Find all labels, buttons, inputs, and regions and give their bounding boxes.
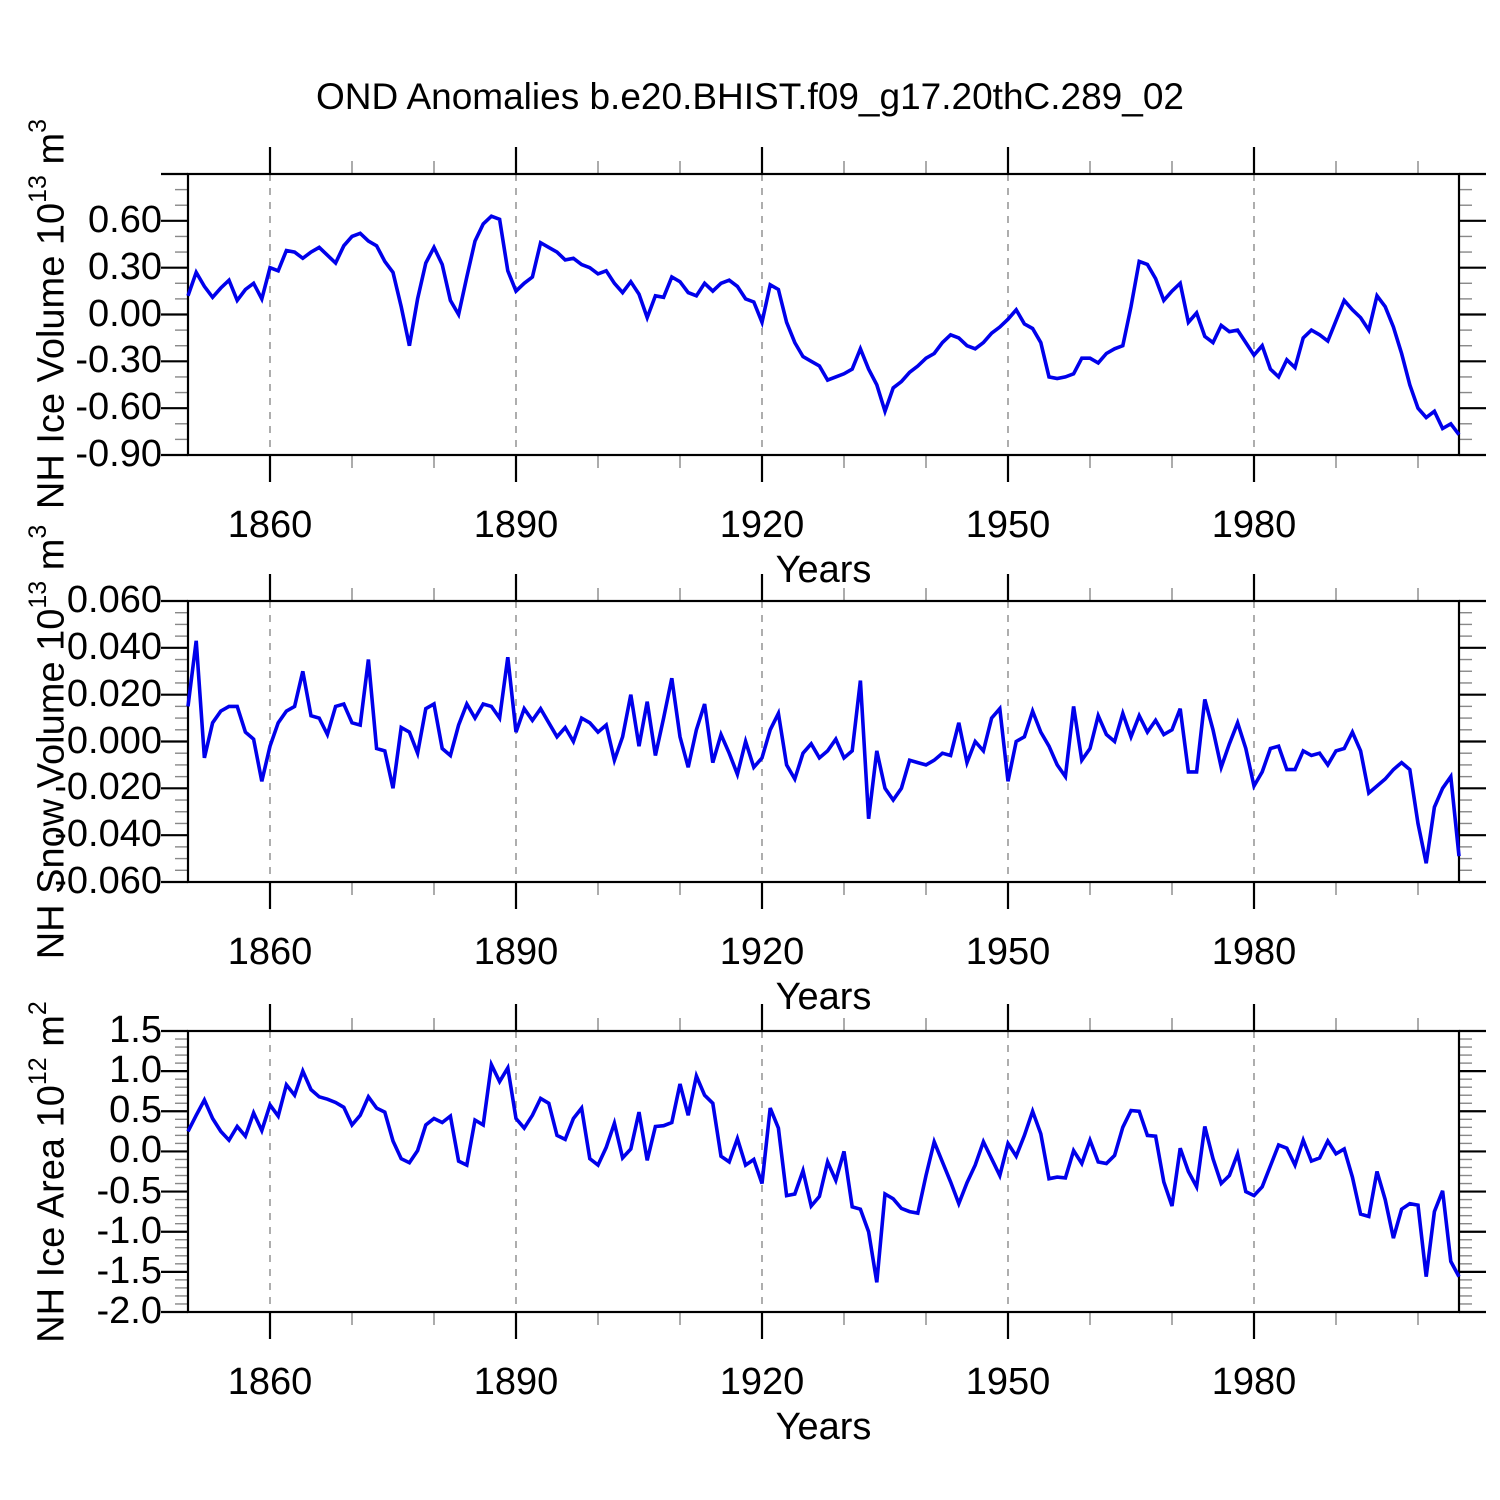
y-tick-label: 1.5 xyxy=(109,1009,162,1051)
y-tick-label: -0.30 xyxy=(75,339,162,382)
y-tick-label: 0.5 xyxy=(109,1089,162,1132)
y-tick-label: -0.90 xyxy=(75,433,162,475)
x-tick-label: 1950 xyxy=(965,1361,1051,1403)
x-tick-label: 1890 xyxy=(473,931,559,973)
x-tick-label: 1950 xyxy=(965,504,1051,546)
y-tick-label: -1.0 xyxy=(96,1209,162,1252)
panel-frame-nh-snow-volume xyxy=(186,599,1461,884)
y-tick-label: -0.020 xyxy=(54,766,162,809)
x-tick-label: 1920 xyxy=(719,504,805,546)
y-tick-label: -2.0 xyxy=(96,1290,162,1332)
y-tick-label: -0.060 xyxy=(54,860,162,902)
x-tick-label: 1890 xyxy=(473,504,559,546)
x-tick-label: 1980 xyxy=(1211,1361,1297,1403)
y-tick-label: -0.5 xyxy=(96,1169,162,1212)
x-axis-title: Years xyxy=(775,1406,872,1448)
y-tick-label: 1.0 xyxy=(109,1049,162,1092)
y-tick-label: 0.30 xyxy=(88,245,162,288)
y-tick-label: 0.00 xyxy=(88,292,162,335)
x-tick-label: 1860 xyxy=(227,1361,313,1403)
data-line-nh-ice-area xyxy=(186,1058,1461,1283)
data-line-nh-snow-volume xyxy=(186,640,1461,864)
x-tick-label: 1920 xyxy=(719,931,805,973)
panel-frame-nh-ice-volume xyxy=(186,172,1461,457)
x-tick-label: 1860 xyxy=(227,931,313,973)
y-tick-label: -0.040 xyxy=(54,813,162,856)
x-tick-label: 1860 xyxy=(227,504,313,546)
data-line-nh-ice-volume xyxy=(186,214,1461,436)
x-tick-label: 1890 xyxy=(473,1361,559,1403)
y-tick-label: 0.020 xyxy=(66,672,162,715)
y-tick-label: 0.0 xyxy=(109,1129,162,1172)
figure-title: OND Anomalies b.e20.BHIST.f09_g17.20thC.… xyxy=(315,76,1184,117)
y-tick-label: 0.000 xyxy=(66,719,162,762)
x-axis-title: Years xyxy=(775,549,872,591)
x-tick-label: 1980 xyxy=(1211,504,1297,546)
y-tick-label: -0.60 xyxy=(75,386,162,429)
x-tick-label: 1980 xyxy=(1211,931,1297,973)
y-tick-label: -1.5 xyxy=(96,1249,162,1292)
x-tick-label: 1920 xyxy=(719,1361,805,1403)
panel-frame-nh-ice-area xyxy=(186,1029,1461,1314)
y-tick-label: 0.040 xyxy=(66,625,162,668)
y-tick-label: 0.60 xyxy=(88,198,162,241)
y-tick-label: 0.060 xyxy=(66,579,162,621)
x-axis-title: Years xyxy=(775,976,872,1018)
x-tick-label: 1950 xyxy=(965,931,1051,973)
